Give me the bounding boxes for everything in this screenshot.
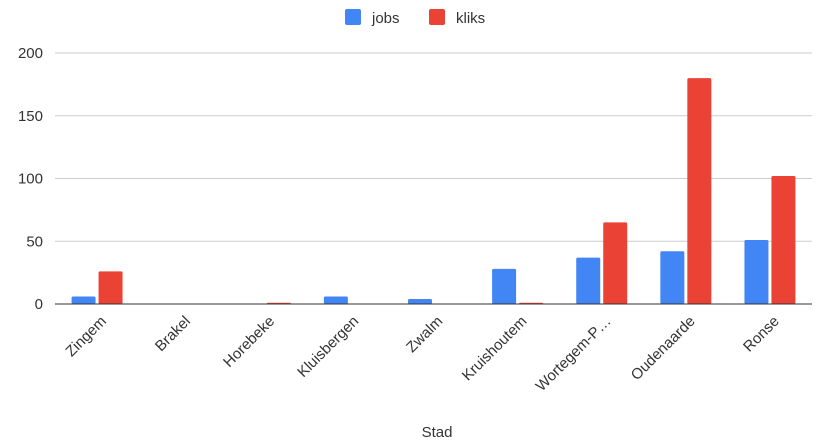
x-tick-label: Ronse (740, 313, 783, 356)
legend: jobs kliks (345, 9, 485, 27)
bar-jobs-zwalm (408, 298, 432, 304)
bar-kliks-wortegem-p (603, 222, 628, 304)
bar-kliks-oudenaarde (687, 78, 712, 304)
bar-jobs-ronse (744, 239, 769, 304)
y-axis-ticks: 0 50 100 150 200 (18, 45, 43, 313)
x-axis-title: Stad (422, 424, 453, 441)
y-tick-label: 150 (18, 108, 43, 125)
x-tick-label: Zwalm (403, 313, 446, 356)
bar-jobs-oudenaarde (660, 251, 685, 304)
x-tick-label: Zingem (62, 313, 109, 360)
x-tick-label: Brakel (152, 313, 194, 355)
bar-kliks-zingem (98, 271, 123, 304)
x-tick-label: Wortegem-P… (533, 313, 615, 395)
x-tick-label: Oudenaarde (628, 313, 699, 384)
bar-kliks-ronse (771, 175, 796, 304)
bar-jobs-wortegem-p (576, 257, 601, 304)
x-tick-label: Horebeke (220, 313, 278, 371)
y-tick-label: 50 (26, 233, 43, 250)
bar-jobs-zingem (71, 296, 96, 304)
x-axis-ticks: Zingem Brakel Horebeke Kluisbergen Zwalm Krui… (62, 313, 782, 395)
bar-jobs-kluisbergen (323, 296, 348, 304)
y-tick-label: 100 (18, 171, 43, 188)
y-tick-label: 0 (35, 296, 43, 313)
legend-swatch-jobs (345, 9, 361, 25)
x-tick-label: Kluisbergen (294, 313, 362, 381)
legend-label-kliks: kliks (456, 10, 485, 27)
bars (71, 78, 796, 304)
bar-jobs-kruishoutem (492, 268, 517, 304)
y-tick-label: 200 (18, 45, 43, 62)
gridlines (55, 52, 812, 242)
legend-label-jobs: jobs (371, 10, 400, 27)
x-tick-label: Kruishoutem (459, 313, 531, 385)
legend-swatch-kliks (429, 9, 445, 25)
